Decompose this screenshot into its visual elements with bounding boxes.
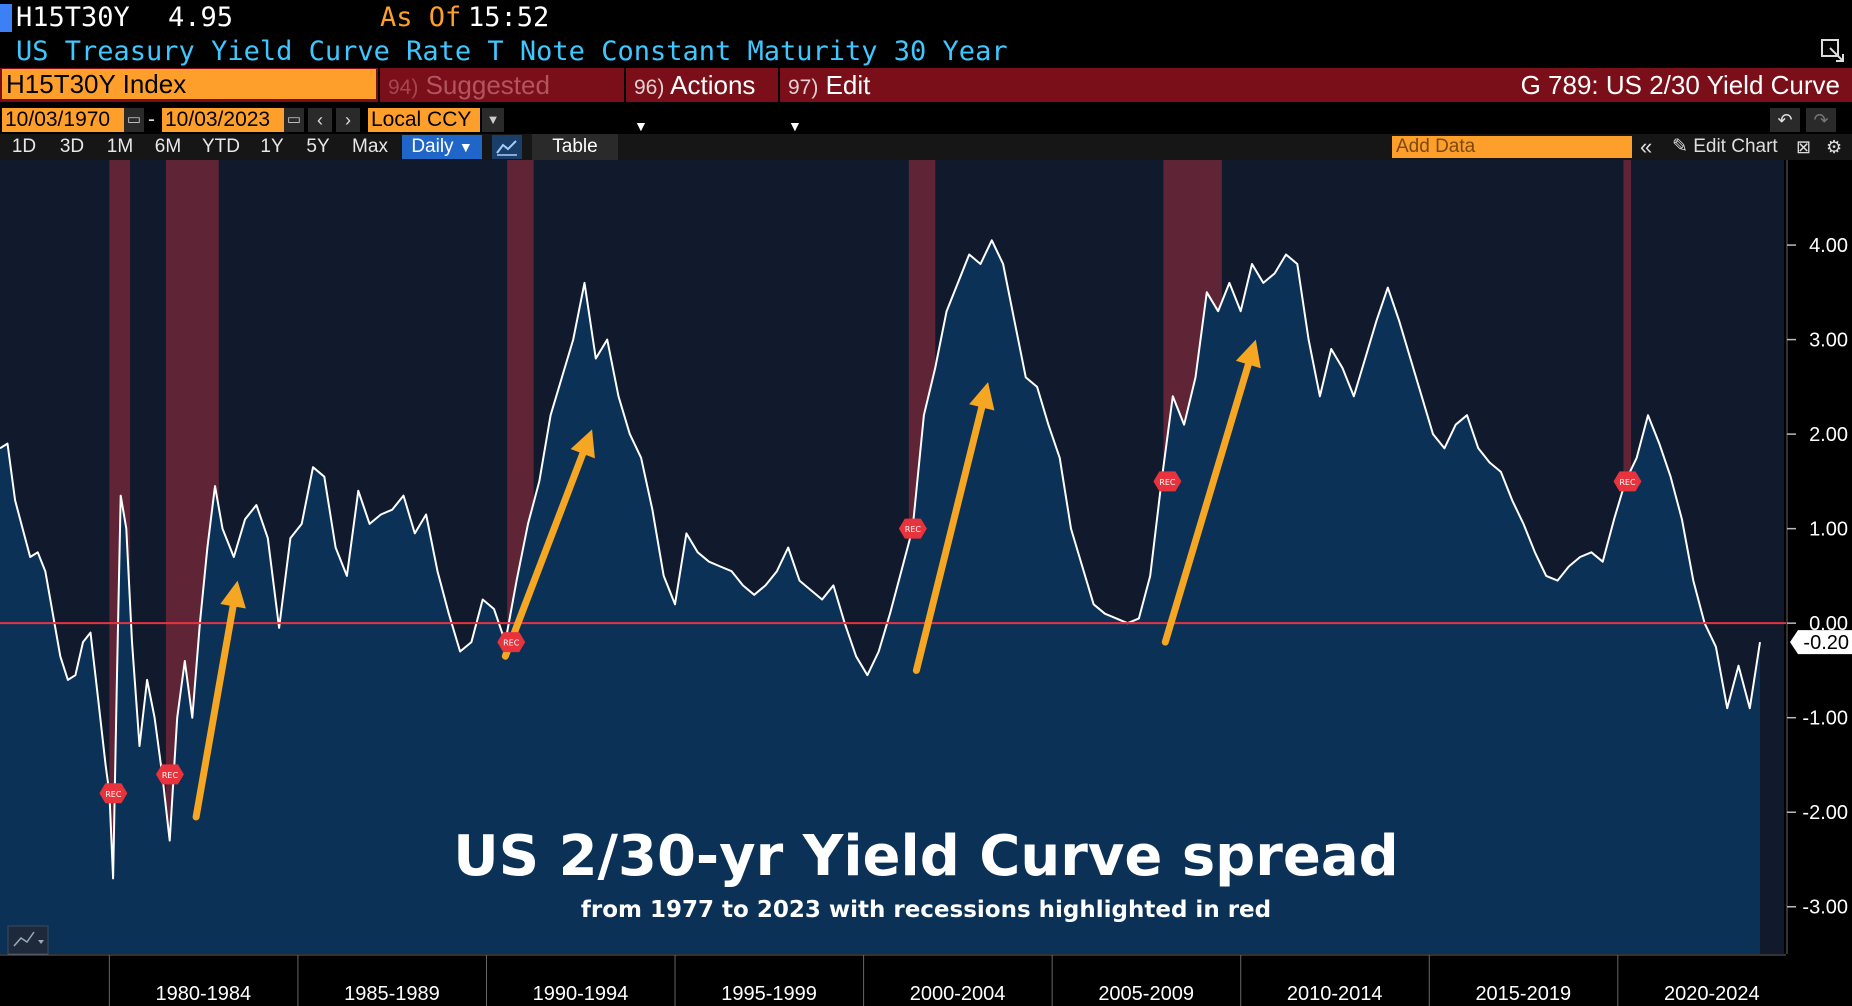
security-header: H15T30Y 4.95 As Of 15:52	[0, 0, 1852, 34]
yield-curve-chart: REC REC REC REC REC REC -3.00 -2.00 -1.00 0.00 1.…	[0, 160, 1852, 1006]
spread-line	[0, 239, 1761, 880]
y-tick-label: 0.00	[1809, 613, 1848, 635]
chart-name: G 789: US 2/30 Yield Curve	[1520, 70, 1840, 100]
period-6m[interactable]: 6M	[154, 136, 182, 157]
x-tick-label: 1980-1984	[156, 983, 252, 1005]
command-bar: H15T30Y Index 94) Suggested Charts 96) A…	[0, 68, 1852, 137]
arrow-up-icon	[192, 580, 246, 821]
double-chevron-left-icon[interactable]: «	[1640, 134, 1653, 159]
edit-chart-button[interactable]: ✎ Edit Chart	[1672, 136, 1778, 157]
recession-marker-label: REC	[503, 639, 520, 648]
recession-marker-icon: REC	[898, 518, 927, 539]
undo-icon[interactable]: ↶	[1770, 108, 1800, 132]
recession-marker-label: REC	[162, 771, 179, 780]
last-value-text: -0.20	[1803, 632, 1849, 654]
arrow-up-icon	[1161, 339, 1261, 646]
caret-down-icon: ▼	[634, 118, 648, 134]
x-tick-label: 1985-1989	[344, 983, 440, 1005]
last-value-label: -0.20	[1790, 630, 1852, 655]
y-tick-label: 1.00	[1809, 519, 1848, 541]
add-data-input[interactable]: Add Data	[1392, 136, 1632, 158]
date-separator: -	[148, 108, 155, 131]
period-1y[interactable]: 1Y	[260, 136, 284, 157]
recession-markers: REC REC REC REC REC REC	[99, 471, 1642, 804]
recession-marker-icon: REC	[497, 632, 526, 653]
period-1d[interactable]: 1D	[11, 136, 37, 157]
x-tick-label: 1995-1999	[721, 983, 817, 1005]
spread-area	[0, 240, 1760, 955]
calendar-icon[interactable]: ▭	[124, 108, 144, 132]
security-description: US Treasury Yield Curve Rate T Note Cons…	[16, 36, 1008, 67]
ticker: H15T30Y	[16, 2, 130, 33]
caret-down-icon: ▼	[788, 118, 802, 134]
y-tick-label: 4.00	[1809, 235, 1848, 257]
date-range-bar: 10/03/1970 ▭ - 10/03/2023 ▭ ‹ › Local CC…	[0, 106, 1852, 134]
x-tick-label: 2015-2019	[1475, 983, 1571, 1005]
calendar-icon[interactable]: ▭	[284, 108, 304, 132]
recession-marker-icon: REC	[1613, 471, 1642, 492]
edit-menu[interactable]: 97) Edit ▼	[778, 68, 890, 134]
end-date-input[interactable]: 10/03/2023	[162, 108, 284, 132]
y-tick-label: -2.00	[1802, 802, 1848, 824]
y-tick-label: 3.00	[1809, 330, 1848, 352]
gear-icon[interactable]: ⚙	[1826, 137, 1843, 157]
start-date-input[interactable]: 10/03/1970	[2, 108, 124, 132]
x-tick-label: 2005-2009	[1098, 983, 1194, 1005]
chart-title: US 2/30-yr Yield Curve spread	[453, 824, 1398, 889]
y-tick-label: -1.00	[1802, 708, 1848, 730]
security-input[interactable]: H15T30Y Index	[2, 69, 376, 99]
suggested-charts-menu[interactable]: 94) Suggested Charts	[378, 68, 616, 137]
currency-select[interactable]: Local CCY	[368, 108, 480, 132]
x-tick-label: 1990-1994	[533, 983, 629, 1005]
caret-down-icon: ▼	[458, 139, 473, 155]
actions-menu[interactable]: 96) Actions ▼	[624, 68, 774, 134]
chevron-right-icon[interactable]: ›	[336, 108, 360, 132]
period-3d[interactable]: 3D	[59, 136, 85, 157]
chart-subtitle: from 1977 to 2023 with recessions highli…	[581, 897, 1271, 923]
trend-arrows	[192, 339, 1261, 821]
arrow-up-icon	[912, 382, 995, 674]
legend-icon[interactable]: ⊠	[1796, 137, 1812, 157]
x-tick-label: 2010-2014	[1287, 983, 1383, 1005]
as-of-label: As Of	[380, 2, 462, 33]
x-tick-label: 2020-2024	[1664, 983, 1760, 1005]
chart-type-icon[interactable]	[7, 925, 49, 955]
recession-marker-label: REC	[1619, 478, 1636, 487]
recession-marker-label: REC	[105, 790, 122, 799]
period-5y[interactable]: 5Y	[306, 136, 330, 157]
frequency-select[interactable]: Daily ▼	[402, 135, 482, 159]
recession-marker-icon: REC	[155, 764, 184, 785]
redo-icon[interactable]: ↷	[1806, 108, 1836, 132]
period-max[interactable]: Max	[352, 136, 388, 157]
last-price: 4.95	[168, 2, 234, 33]
x-tick-label: 2000-2004	[910, 983, 1006, 1005]
recession-marker-icon: REC	[1153, 471, 1182, 492]
as-of-time: 15:52	[468, 2, 550, 33]
recession-marker-label: REC	[1159, 478, 1176, 487]
pencil-icon: ✎	[1672, 136, 1688, 157]
arrow-up-icon	[501, 429, 595, 660]
y-axis: -3.00 -2.00 -1.00 0.00 1.00 2.00 3.00 4.00	[1786, 160, 1852, 1006]
security-marker	[0, 4, 12, 32]
period-1m[interactable]: 1M	[106, 136, 134, 157]
period-toolbar: 1D 3D 1M 6M YTD 1Y 5Y Max Daily ▼ Table …	[0, 134, 1852, 160]
y-tick-label: 2.00	[1809, 424, 1848, 446]
security-description-bar: US Treasury Yield Curve Rate T Note Cons…	[0, 34, 1852, 68]
y-tick-label: -3.00	[1802, 897, 1848, 919]
recession-marker-icon: REC	[99, 783, 128, 804]
recession-marker-label: REC	[905, 525, 922, 534]
x-axis: 1980-1984 1985-1989 1990-1994 1995-1999 2000…	[0, 954, 1852, 1006]
table-button[interactable]: Table	[532, 134, 618, 160]
period-ytd[interactable]: YTD	[202, 136, 240, 157]
caret-down-icon[interactable]: ▼	[482, 108, 504, 132]
popout-icon[interactable]	[1820, 38, 1846, 64]
line-chart-icon[interactable]	[492, 135, 522, 159]
chevron-left-icon[interactable]: ‹	[308, 108, 332, 132]
